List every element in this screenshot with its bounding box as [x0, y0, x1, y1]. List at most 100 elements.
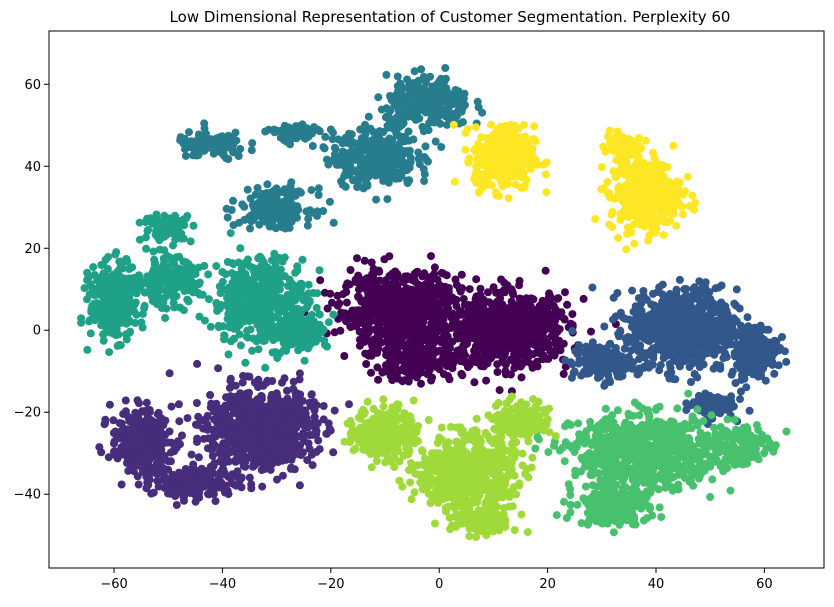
data-point: [183, 414, 192, 423]
data-point: [248, 139, 257, 148]
data-point: [381, 113, 390, 122]
data-point: [745, 367, 754, 375]
data-point: [118, 450, 127, 459]
data-point: [392, 370, 401, 379]
data-point: [614, 329, 623, 338]
data-point: [533, 313, 542, 321]
data-point: [588, 283, 597, 292]
data-point: [127, 431, 136, 440]
data-point: [282, 137, 291, 146]
data-point: [459, 347, 468, 356]
data-point: [420, 177, 429, 185]
data-point: [237, 425, 246, 434]
data-point: [303, 221, 312, 230]
data-point: [166, 448, 175, 457]
data-point: [271, 428, 280, 437]
data-point: [600, 381, 609, 390]
data-point: [429, 318, 438, 327]
data-point: [175, 417, 184, 426]
data-point: [465, 285, 474, 294]
data-point: [520, 352, 528, 360]
data-point: [201, 474, 210, 483]
data-point: [602, 354, 611, 362]
data-point: [280, 121, 289, 130]
data-point: [117, 419, 126, 428]
data-point: [345, 129, 353, 138]
data-point: [392, 92, 401, 101]
data-point: [482, 322, 491, 330]
data-point: [307, 186, 316, 195]
data-point: [477, 333, 486, 342]
data-point: [194, 453, 203, 462]
data-point: [399, 119, 408, 127]
data-point: [248, 201, 257, 210]
data-point: [374, 375, 383, 384]
data-point: [515, 294, 524, 303]
data-point: [448, 320, 457, 329]
data-point: [395, 287, 404, 296]
data-point: [690, 283, 699, 292]
data-point: [206, 462, 215, 471]
data-point: [211, 441, 219, 450]
data-point: [472, 275, 481, 284]
data-point: [246, 435, 255, 444]
data-point: [448, 97, 457, 106]
data-point: [417, 368, 426, 377]
data-point: [221, 488, 229, 497]
data-point: [296, 390, 305, 399]
data-point: [727, 370, 736, 379]
data-point: [214, 364, 223, 373]
data-point: [406, 153, 415, 162]
data-point: [720, 325, 729, 334]
data-point: [451, 312, 459, 321]
data-point: [479, 303, 488, 312]
data-point: [505, 338, 514, 346]
data-point: [191, 138, 200, 146]
data-point: [193, 434, 202, 443]
data-point: [403, 179, 412, 188]
data-point: [430, 305, 439, 314]
data-point: [442, 305, 451, 314]
data-point: [289, 385, 298, 393]
data-point: [340, 352, 349, 360]
data-point: [174, 400, 183, 409]
data-point: [396, 100, 404, 109]
data-point: [364, 326, 373, 335]
data-point: [428, 82, 437, 91]
data-point: [372, 195, 381, 204]
data-point: [287, 455, 296, 464]
data-point: [148, 427, 157, 436]
data-point: [620, 361, 629, 370]
data-point: [105, 400, 114, 409]
data-point: [346, 323, 355, 332]
data-point: [202, 136, 211, 145]
data-point: [516, 362, 525, 371]
data-point: [631, 308, 640, 317]
data-point: [354, 143, 362, 152]
data-point: [423, 305, 432, 314]
data-point: [765, 351, 774, 359]
data-point: [455, 331, 464, 339]
data-point: [761, 376, 770, 385]
data-point: [780, 347, 789, 356]
data-point: [395, 328, 404, 337]
data-point: [222, 204, 231, 213]
data-point: [666, 290, 674, 298]
data-point: [234, 395, 243, 404]
data-point: [142, 398, 151, 407]
data-point: [250, 461, 259, 470]
data-point: [403, 75, 412, 84]
data-point: [249, 215, 258, 224]
data-point: [224, 434, 233, 443]
data-point: [226, 392, 235, 401]
data-point: [582, 342, 591, 351]
data-point: [287, 178, 296, 187]
data-point: [525, 303, 534, 312]
data-point: [279, 440, 288, 449]
data-point: [630, 334, 639, 342]
data-point: [360, 303, 369, 312]
data-point: [285, 402, 294, 411]
data-point: [302, 207, 311, 216]
data-point: [289, 428, 298, 437]
data-point: [313, 207, 322, 216]
